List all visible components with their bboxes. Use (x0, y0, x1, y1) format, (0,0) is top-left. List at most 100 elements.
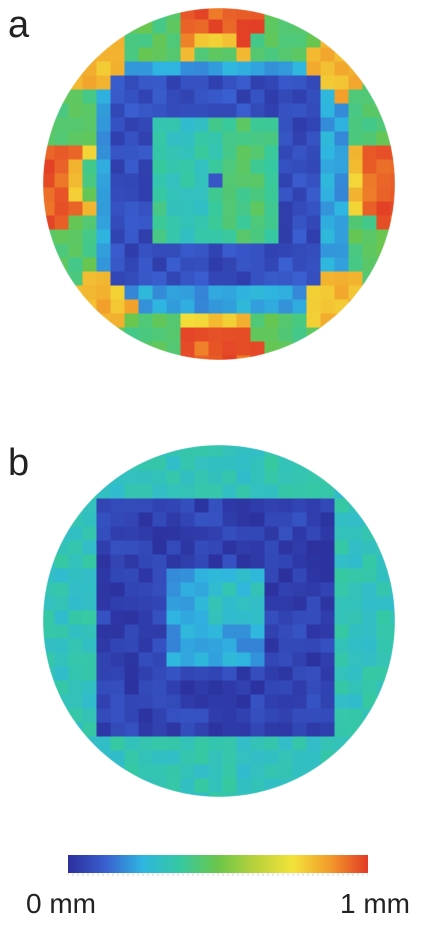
thickness-cell (264, 652, 280, 668)
thickness-map-a (42, 7, 396, 361)
thickness-cell (320, 582, 336, 598)
thickness-cell (306, 736, 322, 752)
thickness-cell (54, 243, 70, 259)
thickness-cell (124, 624, 140, 640)
thickness-cell (124, 736, 140, 752)
thickness-cell (194, 708, 210, 724)
thickness-cell (54, 624, 70, 640)
thickness-cell (334, 484, 350, 500)
thickness-cell (390, 201, 395, 217)
thickness-cell (348, 680, 364, 696)
thickness-cell (194, 313, 210, 329)
thickness-cell (68, 103, 84, 119)
thickness-cell (124, 341, 140, 357)
thickness-cell (250, 652, 266, 668)
thickness-cell (306, 554, 322, 570)
thickness-cell (306, 173, 322, 189)
thickness-cell (208, 229, 224, 245)
thickness-cell (54, 201, 70, 217)
thickness-cell (222, 470, 238, 486)
thickness-cell (390, 568, 395, 584)
thickness-cell (166, 638, 182, 654)
thickness-cell (208, 582, 224, 598)
thickness-cell (362, 638, 378, 654)
thickness-cell (68, 243, 84, 259)
thickness-cell (376, 173, 392, 189)
thickness-cell (334, 526, 350, 542)
thickness-cell (138, 173, 154, 189)
thickness-cell (362, 215, 378, 231)
thickness-cell (292, 638, 308, 654)
thickness-cell (320, 131, 336, 147)
thickness-cell (96, 526, 112, 542)
thickness-cell (320, 187, 336, 203)
thickness-cell (222, 271, 238, 287)
thickness-cell (278, 173, 294, 189)
thickness-cell (152, 736, 168, 752)
thickness-cell (43, 187, 56, 203)
thickness-cell (362, 680, 378, 696)
thickness-cell (320, 327, 336, 343)
thickness-cell (152, 327, 168, 343)
thickness-cell (124, 187, 140, 203)
thickness-cell (96, 666, 112, 682)
thickness-cell (68, 666, 84, 682)
thickness-cell (180, 582, 196, 598)
thickness-cell (180, 285, 196, 301)
thickness-cell (152, 694, 168, 710)
thickness-cell (362, 229, 378, 245)
thickness-cell (236, 498, 252, 514)
thickness-cell (138, 131, 154, 147)
thickness-cell (222, 117, 238, 133)
thickness-cell (208, 131, 224, 147)
thickness-cell (278, 159, 294, 175)
thickness-cell (166, 526, 182, 542)
thickness-cell (250, 484, 266, 500)
thickness-cell (166, 243, 182, 259)
thickness-cell (306, 582, 322, 598)
thickness-cell (292, 498, 308, 514)
thickness-cell (180, 470, 196, 486)
thickness-cell (348, 638, 364, 654)
thickness-cell (278, 680, 294, 696)
thickness-cell (166, 341, 182, 357)
thickness-cell (138, 652, 154, 668)
thickness-cell (194, 61, 210, 77)
thickness-cell (320, 652, 336, 668)
thickness-cell (264, 694, 280, 710)
thickness-cell (236, 778, 252, 794)
thickness-cell (348, 582, 364, 598)
map-rim (42, 444, 396, 798)
thickness-cell (348, 271, 364, 287)
thickness-cell (166, 652, 182, 668)
thickness-cell (306, 722, 322, 738)
thickness-cell (306, 131, 322, 147)
thickness-cell (334, 624, 350, 640)
thickness-cell (124, 750, 140, 766)
thickness-cell (138, 484, 154, 500)
thickness-cell (222, 8, 238, 21)
thickness-cell (96, 722, 112, 738)
thickness-cell (250, 117, 266, 133)
thickness-cell (82, 694, 98, 710)
thickness-cell (222, 680, 238, 696)
thickness-cell (110, 512, 126, 528)
thickness-cell (264, 159, 280, 175)
thickness-cell (208, 722, 224, 738)
thickness-cell (236, 75, 252, 91)
thickness-cell (68, 159, 84, 175)
thickness-cell (362, 652, 378, 668)
thickness-cell (68, 610, 84, 626)
thickness-cell (264, 554, 280, 570)
thickness-cell (348, 299, 364, 315)
thickness-cell (390, 173, 395, 189)
thickness-cell (292, 526, 308, 542)
thickness-cell (278, 610, 294, 626)
thickness-cell (278, 327, 294, 343)
thickness-cell (152, 103, 168, 119)
thickness-cell (236, 764, 252, 780)
thickness-cell (264, 568, 280, 584)
thickness-cell (222, 299, 238, 315)
thickness-cell (124, 694, 140, 710)
thickness-cell (208, 694, 224, 710)
